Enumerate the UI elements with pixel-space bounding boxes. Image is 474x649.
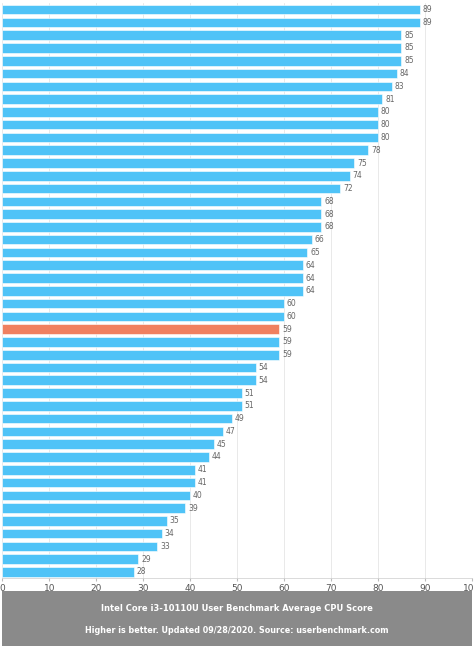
Text: 68: 68	[324, 197, 334, 206]
Text: 40: 40	[193, 491, 203, 500]
Text: 59: 59	[282, 324, 292, 334]
Text: 68: 68	[324, 210, 334, 219]
Bar	[2, 286, 303, 295]
Bar	[2, 363, 256, 373]
Text: 60: 60	[287, 312, 297, 321]
Text: 81: 81	[385, 95, 395, 104]
Bar	[2, 529, 162, 539]
Text: 83: 83	[395, 82, 404, 91]
Bar	[2, 260, 303, 270]
Text: 60: 60	[287, 299, 297, 308]
Bar	[2, 132, 378, 142]
Bar	[2, 31, 401, 40]
Text: 34: 34	[165, 529, 174, 538]
Text: 51: 51	[245, 401, 254, 410]
Bar	[2, 43, 401, 53]
Bar	[2, 5, 420, 14]
Text: 78: 78	[371, 146, 381, 154]
Text: Intel Core i3-10110U User Benchmark Average CPU Score: Intel Core i3-10110U User Benchmark Aver…	[101, 604, 373, 613]
Text: 49: 49	[235, 414, 245, 423]
Bar	[2, 554, 138, 564]
Bar	[2, 312, 284, 321]
Text: 51: 51	[245, 389, 254, 398]
Text: 35: 35	[169, 517, 179, 526]
Text: 41: 41	[198, 478, 207, 487]
Text: 59: 59	[282, 350, 292, 359]
Bar	[2, 401, 242, 411]
Text: 74: 74	[353, 171, 362, 180]
Text: 45: 45	[216, 439, 226, 448]
Text: 80: 80	[381, 133, 390, 142]
Text: 64: 64	[306, 273, 315, 282]
Bar	[2, 426, 223, 436]
Bar	[2, 337, 279, 347]
Bar	[2, 516, 166, 526]
Bar	[2, 222, 321, 232]
Bar	[2, 56, 401, 66]
Bar	[2, 273, 303, 283]
Bar	[2, 94, 383, 104]
Bar	[2, 324, 279, 334]
Text: 89: 89	[423, 18, 432, 27]
Bar	[2, 542, 157, 551]
Text: 41: 41	[198, 465, 207, 474]
Text: 44: 44	[212, 452, 221, 461]
Text: 47: 47	[226, 427, 236, 436]
Text: 80: 80	[381, 107, 390, 116]
Text: 75: 75	[357, 158, 367, 167]
Bar	[2, 235, 312, 245]
Text: 39: 39	[188, 504, 198, 513]
Text: 72: 72	[343, 184, 353, 193]
Bar	[2, 439, 213, 449]
Text: 85: 85	[404, 31, 414, 40]
Bar	[2, 465, 195, 474]
Text: 59: 59	[282, 337, 292, 347]
Bar	[2, 158, 354, 168]
Bar	[2, 171, 350, 180]
Text: 85: 85	[404, 43, 414, 53]
Bar	[2, 491, 190, 500]
Bar	[2, 197, 321, 206]
Bar	[2, 18, 420, 27]
Text: 64: 64	[306, 286, 315, 295]
Bar	[2, 414, 232, 423]
Text: 84: 84	[400, 69, 409, 78]
Bar	[2, 376, 256, 385]
Bar	[2, 107, 378, 117]
Bar	[2, 145, 368, 155]
Bar	[2, 82, 392, 91]
Bar	[2, 120, 378, 129]
Bar	[2, 452, 209, 461]
Bar	[2, 184, 340, 193]
Bar	[2, 503, 185, 513]
Text: 65: 65	[310, 248, 320, 257]
Bar	[2, 388, 242, 398]
Text: 29: 29	[141, 555, 151, 564]
Text: 54: 54	[259, 376, 268, 385]
Text: 80: 80	[381, 120, 390, 129]
Text: 89: 89	[423, 5, 432, 14]
Bar	[2, 299, 284, 308]
Text: 64: 64	[306, 261, 315, 270]
Text: 66: 66	[315, 235, 325, 244]
Bar	[2, 567, 134, 577]
Bar	[2, 69, 397, 79]
Text: 28: 28	[137, 567, 146, 576]
Bar	[2, 350, 279, 360]
Bar	[2, 210, 321, 219]
Bar	[2, 478, 195, 487]
Text: Higher is better. Updated 09/28/2020. Source: userbenchmark.com: Higher is better. Updated 09/28/2020. So…	[85, 626, 389, 635]
Text: 54: 54	[259, 363, 268, 372]
Text: 68: 68	[324, 223, 334, 232]
Bar	[2, 248, 307, 257]
Text: 33: 33	[160, 542, 170, 551]
Text: 85: 85	[404, 56, 414, 66]
